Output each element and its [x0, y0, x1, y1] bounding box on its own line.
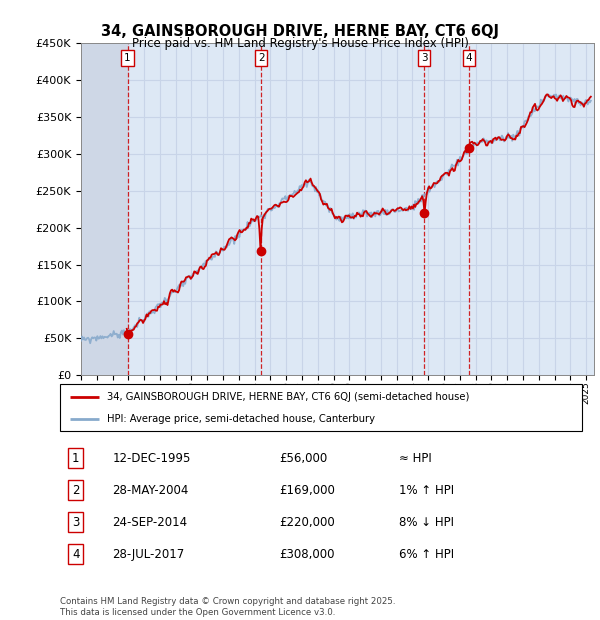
Text: Price paid vs. HM Land Registry's House Price Index (HPI): Price paid vs. HM Land Registry's House …	[131, 37, 469, 50]
Text: 28-MAY-2004: 28-MAY-2004	[112, 484, 188, 497]
Text: £220,000: £220,000	[279, 516, 335, 529]
Bar	[81, 43, 128, 375]
Text: 8% ↓ HPI: 8% ↓ HPI	[400, 516, 454, 529]
Text: Contains HM Land Registry data © Crown copyright and database right 2025.
This d: Contains HM Land Registry data © Crown c…	[60, 598, 395, 617]
Text: 34, GAINSBOROUGH DRIVE, HERNE BAY, CT6 6QJ: 34, GAINSBOROUGH DRIVE, HERNE BAY, CT6 6…	[101, 24, 499, 38]
Text: HPI: Average price, semi-detached house, Canterbury: HPI: Average price, semi-detached house,…	[107, 414, 375, 424]
Text: 1: 1	[124, 53, 131, 63]
Text: 1% ↑ HPI: 1% ↑ HPI	[400, 484, 454, 497]
Text: 2: 2	[258, 53, 265, 63]
Text: 24-SEP-2014: 24-SEP-2014	[112, 516, 187, 529]
Text: £169,000: £169,000	[279, 484, 335, 497]
Text: 28-JUL-2017: 28-JUL-2017	[112, 548, 184, 561]
Text: 3: 3	[72, 516, 79, 529]
Text: 6% ↑ HPI: 6% ↑ HPI	[400, 548, 454, 561]
Text: 34, GAINSBOROUGH DRIVE, HERNE BAY, CT6 6QJ (semi-detached house): 34, GAINSBOROUGH DRIVE, HERNE BAY, CT6 6…	[107, 392, 469, 402]
Bar	[81, 43, 128, 375]
Text: 3: 3	[421, 53, 427, 63]
Text: 1: 1	[72, 452, 79, 465]
Text: 4: 4	[72, 548, 79, 561]
Text: 2: 2	[72, 484, 79, 497]
Text: £56,000: £56,000	[279, 452, 328, 465]
Text: ≈ HPI: ≈ HPI	[400, 452, 432, 465]
Text: 4: 4	[466, 53, 472, 63]
Text: 12-DEC-1995: 12-DEC-1995	[112, 452, 191, 465]
Text: £308,000: £308,000	[279, 548, 335, 561]
